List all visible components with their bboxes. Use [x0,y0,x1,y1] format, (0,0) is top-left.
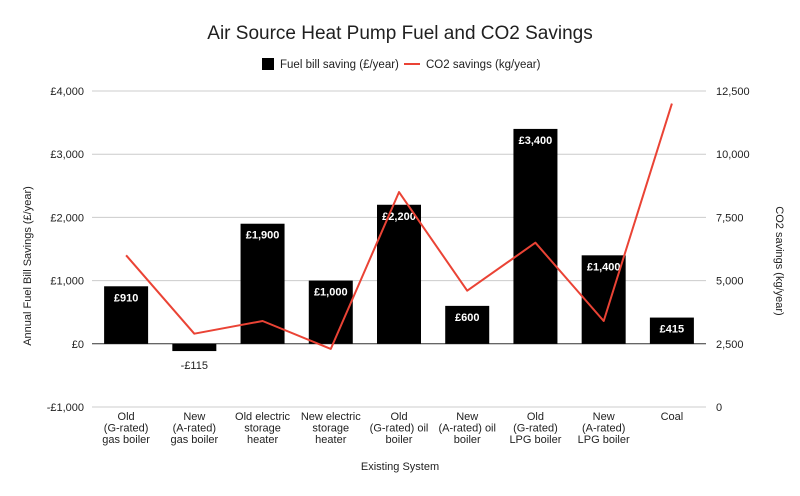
bar [513,128,558,344]
category-labels: Old (G-rated) gas boiler New (A-rated) gas bo… [102,411,683,446]
legend: Fuel bill saving (£/year) CO2 savings (k… [262,58,541,71]
y-tick-label: £3,000 [50,149,84,161]
legend-label-line: CO2 savings (kg/year) [426,59,541,71]
bar [445,305,490,344]
bar-data-label: £1,400 [587,261,621,273]
bar-data-labels: £910-£115£1,900£1,000£2,200£600£3,400£1,… [114,135,684,372]
y2-tick-label: 5,000 [716,276,744,288]
x-category-label: New (A-rated) oil boiler [438,411,495,446]
right-axis-ticks: 0 2,500 5,000 7,500 10,000 12,500 [716,86,750,414]
y-tick-label: £0 [72,339,84,351]
bar-data-label: £1,900 [246,230,280,242]
bar [104,286,149,344]
legend-swatch-bars [262,58,274,70]
x-category-label: New (A-rated) LPG boiler [578,411,630,446]
x-category-label: Old (G-rated) LPG boiler [509,411,561,446]
bar [649,317,694,344]
x-category-label: Old (G-rated) oil boiler [370,411,429,446]
bar-data-label: £600 [455,312,479,324]
x-category-label: Old (G-rated) gas boiler [102,411,150,446]
bar-data-label: -£115 [181,360,208,372]
y2-tick-label: 10,000 [716,149,750,161]
bar [172,343,217,352]
line-series [125,103,673,350]
chart-title: Air Source Heat Pump Fuel and CO2 Saving… [207,23,592,44]
bar-data-label: £1,000 [314,287,348,299]
y2-tick-label: 12,500 [716,86,750,98]
bar-data-label: £415 [660,324,684,336]
co2-line [125,103,673,350]
x-category-label: New (A-rated) gas boiler [170,411,218,446]
x-category-label: Old electric storage heater [235,411,291,446]
y-tick-label: -£1,000 [47,402,84,414]
x-category-label: Coal [661,411,684,423]
x-category-label: New electric storage heater [301,411,361,446]
bar-data-label: £3,400 [519,135,553,147]
y-axis-title: Annual Fuel Bill Savings (£/year) [22,186,34,346]
left-axis-ticks: -£1,000 £0 £1,000 £2,000 £3,000 £4,000 [47,86,84,414]
y-tick-label: £4,000 [50,86,84,98]
bar [308,280,353,344]
y2-tick-label: 2,500 [716,339,744,351]
legend-label-bars: Fuel bill saving (£/year) [280,59,399,71]
y-tick-label: £1,000 [50,276,84,288]
y2-axis-title: CO2 savings (kg/year) [773,206,785,315]
y2-tick-label: 7,500 [716,212,744,224]
y2-tick-label: 0 [716,402,722,414]
bar [581,255,626,344]
bar-data-label: £910 [114,292,138,304]
y-tick-label: £2,000 [50,212,84,224]
x-axis-title: Existing System [361,461,439,473]
